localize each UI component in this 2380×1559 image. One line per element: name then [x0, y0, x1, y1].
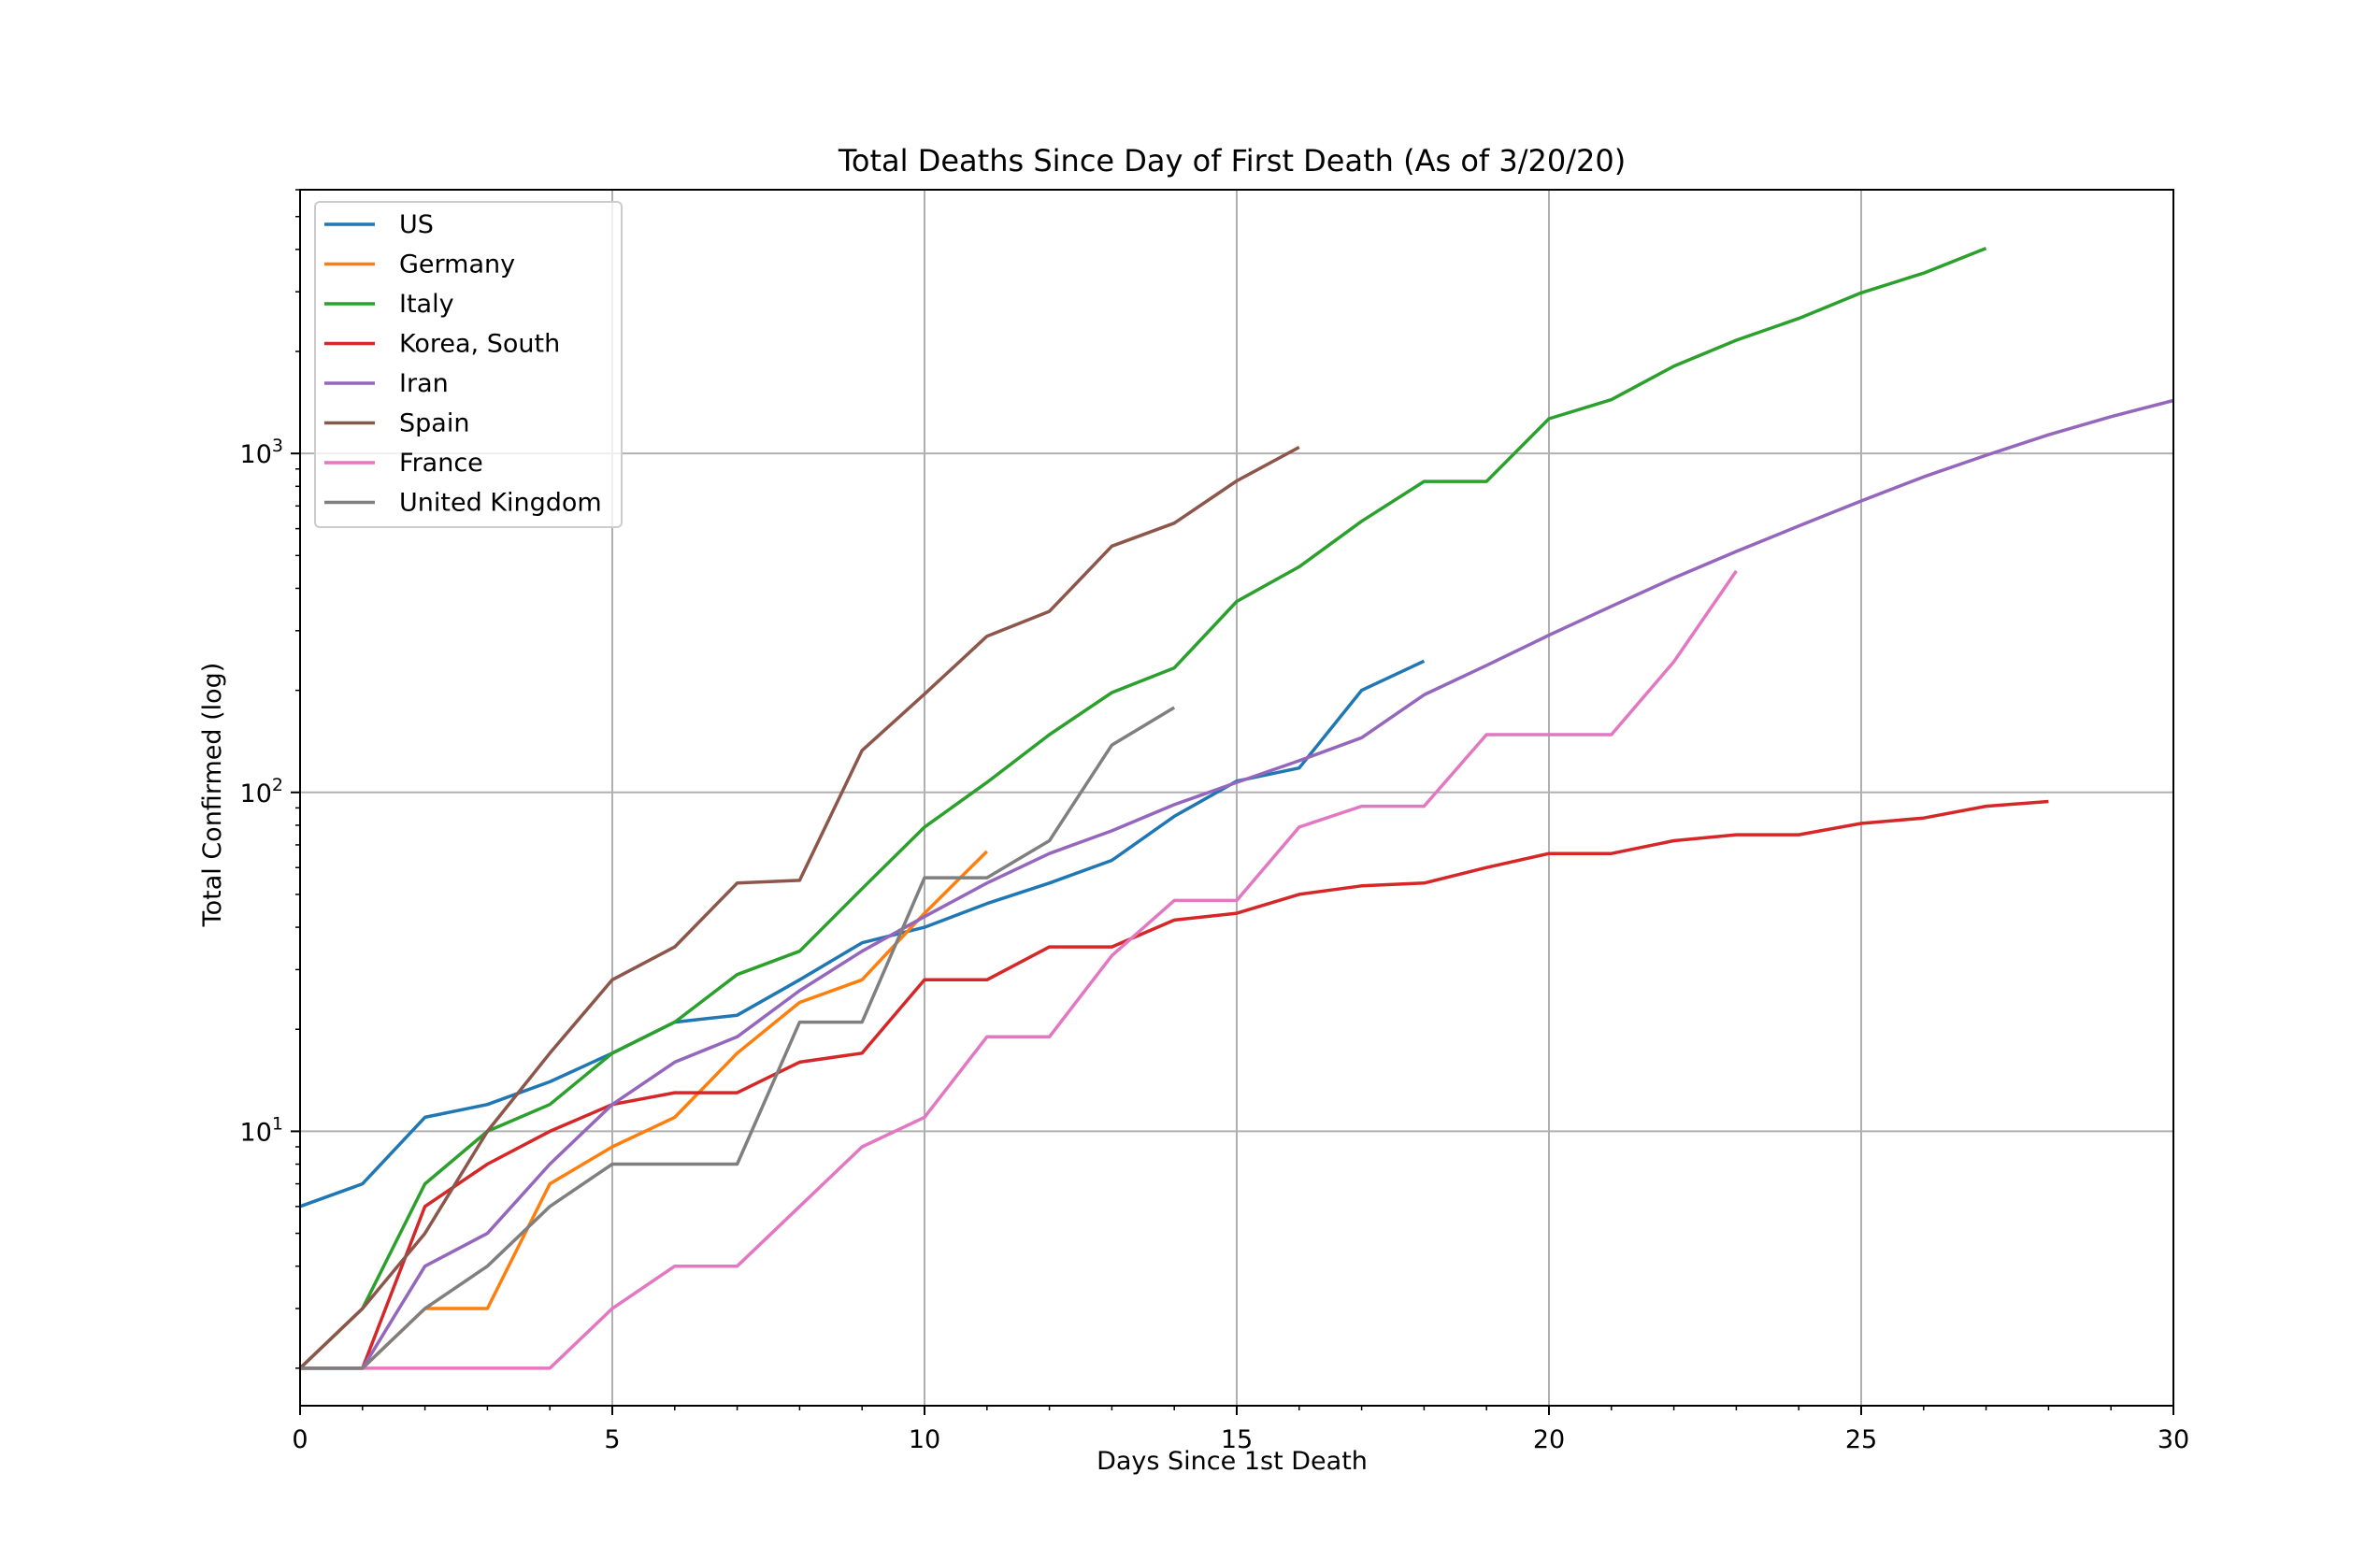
legend-label: US	[399, 210, 434, 239]
y-tick-label: 101	[240, 1113, 283, 1147]
y-tick-label: 103	[240, 436, 283, 469]
legend-label: Germany	[399, 250, 515, 279]
y-tick-label: 102	[240, 775, 283, 808]
series-line-italy	[298, 246, 1987, 1370]
x-tick-label: 20	[1533, 1425, 1565, 1454]
series-line-korea-south	[300, 799, 2049, 1370]
x-tick-label: 10	[909, 1425, 940, 1454]
legend-box	[314, 201, 623, 528]
x-tick-label: 15	[1221, 1425, 1253, 1454]
x-tick-label: 5	[604, 1425, 620, 1454]
series-line-france	[300, 569, 1738, 1370]
y-axis-label: Total Confirmed (log)	[198, 663, 227, 928]
x-axis: 0 5 10 15 20 25 30	[292, 1406, 2189, 1454]
legend: US Germany Italy Korea, South Iran Spain Franc…	[314, 201, 623, 528]
legend-label: Italy	[399, 290, 454, 319]
chart-title: Total Deaths Since Day of First Death (A…	[838, 143, 1626, 179]
legend-label: United Kingdom	[399, 489, 602, 518]
x-tick-label: 0	[292, 1425, 308, 1454]
series-line-spain	[298, 445, 1300, 1370]
x-tick-label: 25	[1845, 1425, 1877, 1454]
legend-label: Spain	[399, 409, 469, 438]
y-axis: 101 102 103	[240, 189, 300, 1369]
series-lines	[298, 246, 2174, 1370]
legend-label: Korea, South	[399, 330, 560, 359]
series-line-united-kingdom	[300, 706, 1176, 1370]
x-tick-label: 30	[2158, 1425, 2189, 1454]
series-line-iran	[300, 398, 2174, 1370]
legend-label: France	[399, 449, 483, 478]
x-axis-label: Days Since 1st Death	[1097, 1447, 1368, 1476]
legend-label: Iran	[399, 369, 449, 398]
